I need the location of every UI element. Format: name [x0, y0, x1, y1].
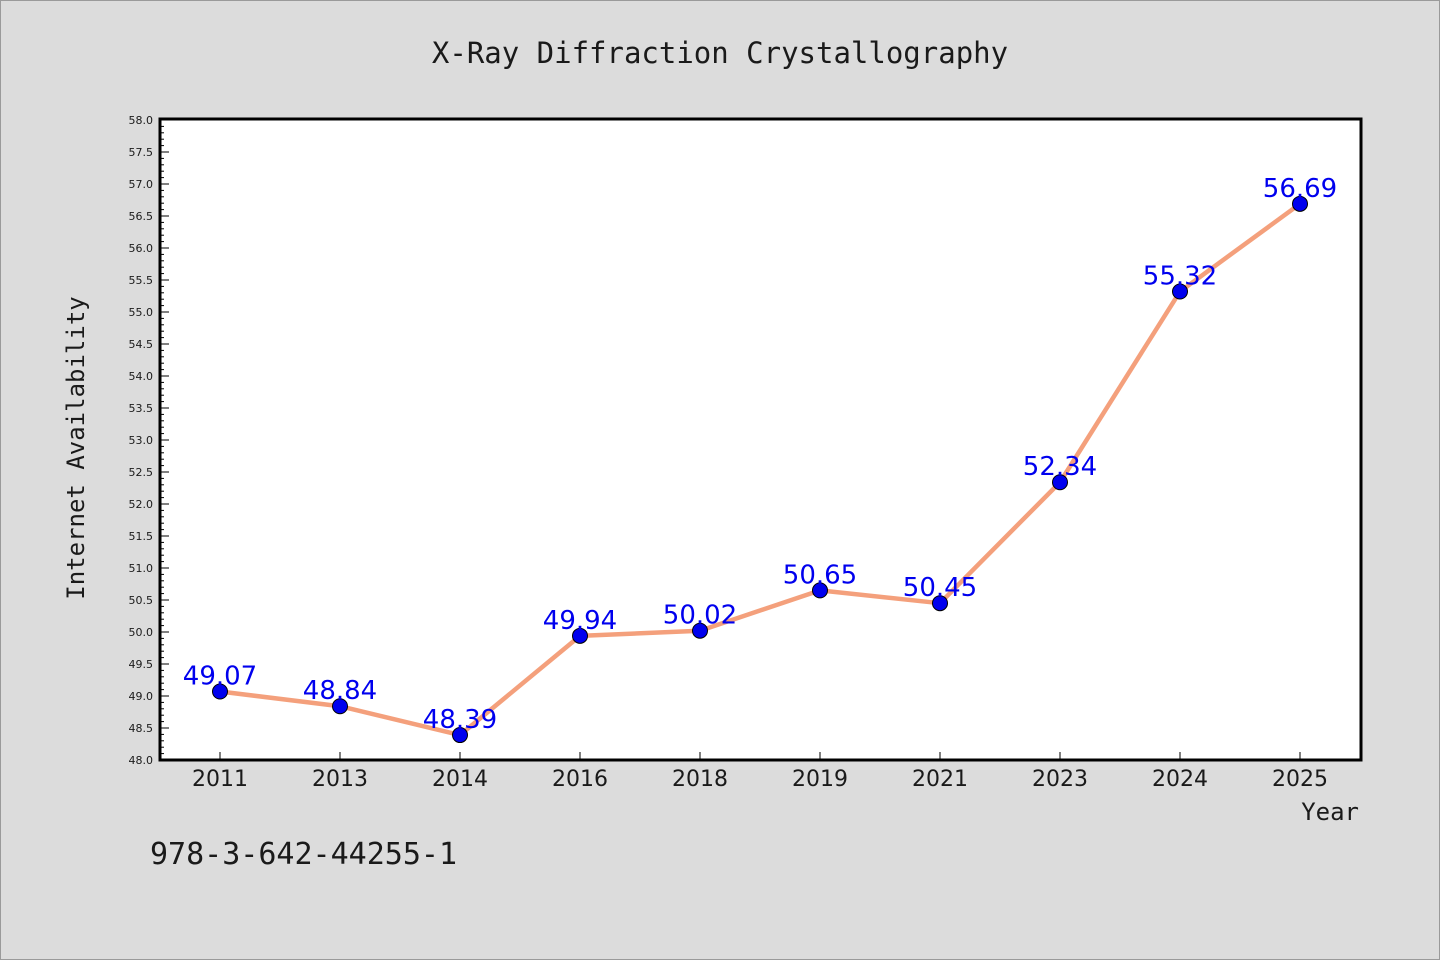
x-tick-label: 2013 [312, 767, 368, 792]
data-label: 48.84 [303, 676, 377, 706]
y-tick-label: 55.0 [129, 306, 154, 319]
y-tick-label: 57.0 [129, 178, 154, 191]
chart-title: X-Ray Diffraction Crystallography [432, 36, 1008, 70]
x-tick-label: 2019 [792, 767, 848, 792]
data-point [572, 627, 588, 644]
x-tick-label: 2011 [192, 767, 248, 792]
data-label: 55.32 [1143, 262, 1217, 292]
y-tick-label: 57.5 [129, 146, 154, 159]
x-tick-label: 2014 [432, 767, 488, 792]
data-point [932, 595, 948, 612]
data-point [212, 683, 228, 700]
y-tick-label: 56.5 [129, 210, 154, 223]
y-tick-label: 51.5 [129, 530, 154, 543]
data-label: 50.65 [783, 560, 857, 590]
y-tick-label: 49.5 [129, 658, 154, 671]
data-point [692, 622, 708, 639]
x-tick-label: 2023 [1032, 767, 1088, 792]
y-tick-label: 52.5 [129, 466, 154, 479]
data-label: 50.02 [663, 601, 737, 631]
y-tick-label: 58.0 [129, 114, 154, 127]
data-label: 49.94 [543, 606, 617, 636]
x-axis-label: Year [1301, 798, 1359, 826]
data-point [812, 582, 828, 599]
x-tick-label: 2016 [552, 767, 608, 792]
y-axis-label: Internet Availability [62, 296, 90, 599]
y-minor-ticks [160, 119, 164, 761]
isbn-annotation: 978-3-642-44255-1 [150, 837, 457, 872]
y-tick-label: 53.5 [129, 402, 154, 415]
data-point [1292, 195, 1308, 212]
y-tick-label: 54.5 [129, 338, 154, 351]
y-tick-label: 48.0 [129, 754, 154, 767]
data-label: 52.34 [1023, 452, 1097, 482]
x-tick-label: 2021 [912, 767, 968, 792]
data-point [452, 727, 468, 744]
y-tick-label: 51.0 [129, 562, 154, 575]
y-tick-label: 49.0 [129, 690, 154, 703]
y-tick-label: 53.0 [129, 434, 154, 447]
y-axis-ticks: 48.0 48.5 49.0 49.5 50.0 50.5 51.0 51.5 52.0 52.5… [129, 114, 169, 767]
data-label: 56.69 [1263, 174, 1337, 204]
x-tick-label: 2024 [1152, 767, 1208, 792]
series-group: 49.07 48.84 48.39 49.94 50.02 50.65 50.45 52.34… [183, 174, 1337, 744]
x-tick-label: 2018 [672, 767, 728, 792]
x-axis-ticks: 2011 2013 2014 2016 2018 2019 2021 2023 2024 2025 [192, 752, 1328, 792]
y-tick-label: 56.0 [129, 242, 154, 255]
data-point [332, 698, 348, 715]
data-point [1172, 283, 1188, 300]
y-tick-label: 48.5 [129, 722, 154, 735]
y-tick-label: 50.5 [129, 594, 154, 607]
y-tick-label: 50.0 [129, 626, 154, 639]
y-tick-label: 52.0 [129, 498, 154, 511]
data-label: 48.39 [423, 705, 497, 735]
series-line [217, 201, 1303, 738]
data-point [1052, 474, 1068, 491]
data-label: 50.45 [903, 573, 977, 603]
plot-area [158, 117, 1363, 762]
data-label: 49.07 [183, 662, 257, 692]
y-tick-label: 54.0 [129, 370, 154, 383]
y-tick-label: 55.5 [129, 274, 154, 287]
x-tick-label: 2025 [1272, 767, 1328, 792]
